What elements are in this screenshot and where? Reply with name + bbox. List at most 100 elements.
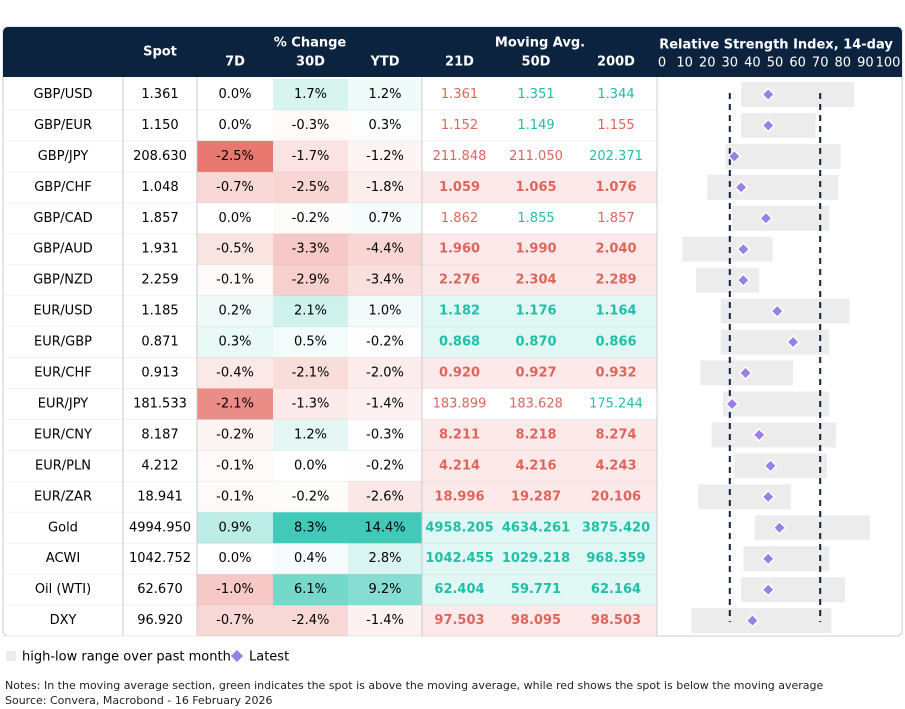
ma-value: 1.152: [441, 118, 478, 133]
rsi-tick-label: 0: [658, 56, 666, 71]
ma-cell: [422, 512, 497, 544]
rsi-latest: [761, 118, 776, 133]
spot: 0.871: [141, 335, 178, 350]
ma-value: 19.287: [511, 489, 561, 504]
change-cell: [197, 388, 273, 420]
change-cell: [348, 357, 422, 389]
rsi-range: [741, 82, 855, 107]
row-name: GBP/JPY: [38, 149, 89, 164]
change-value: -1.4%: [366, 396, 404, 411]
header-change-col: 7D: [225, 55, 245, 70]
rsi-range: [741, 577, 846, 603]
change-value: -2.1%: [292, 366, 330, 381]
cell-texts: GBP/USD 1.361 0.0% 1.7% 1.2% 1.361 1.351 1.344 G…: [33, 87, 801, 628]
spot: 1.185: [141, 304, 178, 319]
rsi-range: [720, 298, 850, 324]
change-value: -1.3%: [292, 396, 330, 411]
rsi-tick-label: 10: [676, 56, 693, 71]
ma-cell: [497, 512, 575, 544]
ma-value: 1.361: [441, 87, 478, 102]
change-cell: [273, 79, 348, 110]
change-value: 2.1%: [294, 304, 327, 319]
ma-value: 211.848: [433, 149, 487, 164]
ma-value: 4.216: [515, 458, 556, 473]
change-cell: [197, 605, 273, 637]
row-name: EUR/USD: [34, 304, 93, 319]
change-value: -2.5%: [292, 180, 330, 195]
header-spot: Spot: [143, 45, 177, 60]
header-rsi: Relative Strength Index, 14-day: [659, 38, 893, 53]
row-name: GBP/USD: [34, 87, 93, 102]
ma-value: 1.862: [441, 211, 478, 226]
rsi-tick-label: 20: [699, 56, 716, 71]
change-cell: [197, 233, 273, 265]
ma-cell: [497, 543, 575, 575]
ma-value: 1029.218: [502, 551, 570, 566]
ma-cell: [575, 295, 657, 327]
ma-cell: [497, 419, 575, 451]
change-value: -1.7%: [292, 149, 330, 164]
ma-value: 1.344: [597, 87, 634, 102]
change-value: -1.8%: [366, 180, 404, 195]
ma-cell: [575, 450, 657, 482]
header-ma-col: 50D: [522, 55, 551, 70]
spot: 181.533: [133, 396, 187, 411]
ma-cell: [575, 605, 657, 637]
change-value: -2.6%: [366, 489, 404, 504]
change-cell: [348, 605, 422, 637]
change-value: 0.3%: [368, 118, 401, 133]
note: Notes: In the moving average section, gr…: [5, 679, 824, 692]
header-change: % Change: [274, 36, 347, 51]
ma-cell: [422, 295, 497, 327]
ma-value: 18.996: [434, 489, 484, 504]
ma-value: 8.274: [595, 427, 636, 442]
header-band: [3, 27, 902, 77]
spot: 1.048: [141, 180, 178, 195]
rsi-latest: [772, 520, 787, 535]
spot: 2.259: [141, 273, 178, 288]
change-value: 0.0%: [218, 211, 251, 226]
ma-value: 20.106: [591, 489, 641, 504]
ma-value: 202.371: [589, 149, 643, 164]
change-value: -0.2%: [366, 458, 404, 473]
change-value: 8.3%: [294, 520, 327, 535]
rsi-latest: [734, 180, 749, 195]
change-cell: [348, 295, 422, 327]
change-cell: [273, 171, 348, 203]
change-value: 0.2%: [218, 304, 251, 319]
change-value: -3.3%: [292, 242, 330, 257]
ma-value: 1.857: [597, 211, 634, 226]
change-cell: [348, 264, 422, 296]
change-value: 6.1%: [294, 582, 327, 597]
change-value: -2.1%: [216, 396, 254, 411]
change-value: -0.7%: [216, 613, 254, 628]
rsi-tick-label: 50: [767, 56, 784, 71]
rsi-range: [711, 422, 837, 448]
rsi-latest: [752, 427, 767, 442]
rsi-latest: [758, 211, 774, 226]
spot: 1.857: [141, 211, 178, 226]
header-change-col: 30D: [296, 55, 325, 70]
spot: 1.361: [141, 87, 178, 102]
ma-value: 62.164: [591, 582, 641, 597]
ma-value: 97.503: [434, 613, 484, 628]
ma-value: 0.920: [439, 366, 480, 381]
change-cell: [348, 202, 422, 234]
row-name: DXY: [50, 613, 77, 628]
rsi-latest: [745, 613, 760, 628]
ma-value: 183.628: [509, 396, 563, 411]
ma-cell: [575, 419, 657, 451]
spot: 0.913: [141, 366, 178, 381]
change-cell: [197, 140, 273, 172]
row-name: ACWI: [46, 551, 80, 566]
change-value: -2.4%: [292, 613, 330, 628]
spot: 8.187: [141, 427, 178, 442]
row-name: GBP/NZD: [33, 273, 93, 288]
ma-cell: [575, 574, 657, 606]
ma-value: 4958.205: [425, 520, 493, 535]
rsi-latest: [736, 273, 751, 288]
ma-value: 968.359: [586, 551, 645, 566]
ma-value: 98.095: [511, 613, 561, 628]
change-cell: [348, 79, 422, 110]
